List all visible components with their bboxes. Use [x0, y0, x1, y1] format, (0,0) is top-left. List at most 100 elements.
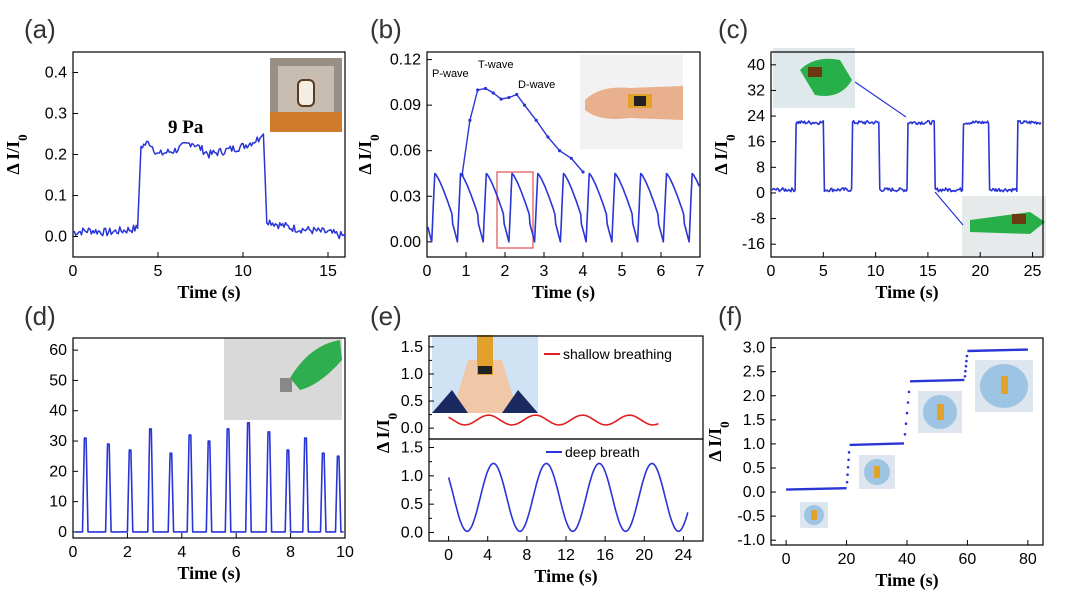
inset-photo-wrist-b — [580, 55, 683, 149]
transition-point-f — [846, 465, 850, 469]
step-line-f-1 — [849, 442, 905, 447]
y-tick-label-c: 16 — [747, 134, 765, 151]
legend-shallow-breathing: shallow breathing — [563, 346, 672, 362]
x-tick-label-b: 7 — [696, 263, 705, 280]
panel-letter-b: (b) — [370, 14, 402, 44]
x-tick-label-c: 25 — [1024, 263, 1042, 280]
transition-point-f — [847, 458, 850, 462]
transition-point-f — [965, 354, 969, 358]
y-tick-label-f: -0.5 — [737, 508, 765, 525]
inset-point-b — [581, 170, 585, 174]
x-tick-label-d: 4 — [177, 544, 186, 561]
y-tick-label-b: 0.00 — [390, 234, 421, 251]
y-tick-label-c: -8 — [751, 211, 765, 228]
x-tick-label-f: 0 — [782, 551, 791, 568]
y-axis-title-a: Δ I/I0 — [3, 134, 30, 174]
transition-point-f — [965, 359, 968, 363]
x-tick-label-c: 5 — [819, 263, 828, 280]
y-tick-label-d: 10 — [49, 494, 67, 511]
inset-photo-balloon-2-f — [859, 455, 895, 489]
series-line-c — [771, 119, 1042, 193]
x-tick-label-b: 6 — [657, 263, 666, 280]
inset-waveform-b — [461, 87, 584, 176]
inset-photo-balloon-3-f — [918, 391, 962, 433]
x-tick-label-a: 5 — [154, 263, 163, 280]
inset-photo-neck-e — [432, 335, 538, 413]
x-tick-label-b: 2 — [501, 263, 510, 280]
transition-point-f — [963, 374, 967, 378]
inset-point-b — [491, 91, 495, 95]
inset-point-b — [522, 103, 527, 107]
y-tick-label-c: -16 — [742, 236, 765, 253]
y-tick-label-e: 0.0 — [401, 525, 423, 542]
x-tick-label-a: 15 — [319, 263, 337, 280]
transition-point-f — [964, 364, 968, 368]
y-tick-label-c: 8 — [756, 159, 765, 176]
inset-photo-sensor-a — [270, 58, 342, 132]
y-tick-label-f: 2.5 — [743, 364, 765, 381]
x-axis-title-b: Time (s) — [532, 282, 595, 303]
x-tick-label-e: 24 — [675, 547, 693, 564]
panel-letter-d: (d) — [24, 301, 56, 331]
y-tick-label-e: 0.0 — [401, 420, 423, 437]
inset-point-b — [515, 92, 519, 97]
x-tick-label-a: 10 — [234, 263, 252, 280]
x-tick-label-f: 40 — [898, 551, 916, 568]
x-axis-title-a: Time (s) — [177, 282, 240, 303]
y-tick-label-c: 24 — [747, 108, 765, 125]
transition-point-f — [847, 451, 851, 454]
y-tick-label-d: 40 — [49, 403, 67, 420]
inset-point-b — [569, 156, 573, 160]
panel-letter-a: (a) — [24, 14, 56, 44]
y-axis-title-e: Δ I/I0 — [373, 413, 400, 453]
x-tick-label-d: 2 — [123, 544, 132, 561]
series-line-d — [75, 422, 344, 533]
x-tick-label-b: 5 — [618, 263, 627, 280]
y-tick-label-b: 0.09 — [390, 97, 421, 114]
series-line-b — [427, 172, 700, 243]
x-tick-label-d: 10 — [336, 544, 354, 561]
x-tick-label-c: 15 — [919, 263, 937, 280]
arrow-c-top — [854, 81, 907, 118]
x-tick-label-d: 8 — [286, 544, 295, 561]
x-tick-label-b: 1 — [462, 263, 471, 280]
transition-point-f — [846, 473, 849, 477]
series-line-e-0 — [448, 414, 659, 426]
y-tick-label-f: -1.0 — [737, 532, 765, 549]
y-tick-label-c: 32 — [747, 82, 765, 99]
panel-letter-c: (c) — [718, 14, 748, 44]
x-tick-label-c: 0 — [767, 263, 776, 280]
y-tick-label-e: 1.5 — [401, 440, 423, 457]
y-tick-label-d: 0 — [58, 524, 67, 541]
transition-point-f — [904, 422, 908, 425]
inset-point-b — [460, 173, 464, 177]
transition-point-f — [906, 401, 910, 404]
y-tick-label-f: 0.0 — [743, 484, 765, 501]
x-tick-label-c: 10 — [867, 263, 885, 280]
y-tick-label-a: 0.2 — [45, 147, 67, 164]
inset-photo-finger-bent-c — [773, 48, 855, 108]
x-axis-title-d: Time (s) — [177, 563, 240, 584]
step-line-f-3 — [967, 348, 1028, 353]
x-tick-label-c: 20 — [971, 263, 989, 280]
inset-point-b — [546, 135, 550, 139]
axes-d: 0 2 4 6 8 10 Time (s) 0 10 20 30 40 50 60 — [49, 337, 354, 584]
y-tick-label-c: 0 — [756, 185, 765, 202]
y-tick-label-e: 1.0 — [401, 366, 423, 383]
y-tick-label-a: 0.0 — [45, 229, 67, 246]
transition-point-f — [845, 480, 849, 484]
x-tick-label-e: 8 — [522, 547, 531, 564]
axes-frame-b — [426, 51, 701, 258]
x-tick-label-f: 60 — [959, 551, 977, 568]
series-line-a — [72, 133, 346, 240]
x-tick-label-a: 0 — [69, 263, 78, 280]
inset-point-b — [507, 95, 511, 100]
y-tick-label-a: 0.4 — [45, 65, 67, 82]
series-line-e-1 — [447, 462, 689, 533]
y-tick-label-d: 30 — [49, 433, 67, 450]
annotation-9pa: 9 Pa — [168, 117, 204, 138]
transition-point-f — [903, 432, 907, 436]
x-axis-title-f: Time (s) — [875, 570, 938, 591]
